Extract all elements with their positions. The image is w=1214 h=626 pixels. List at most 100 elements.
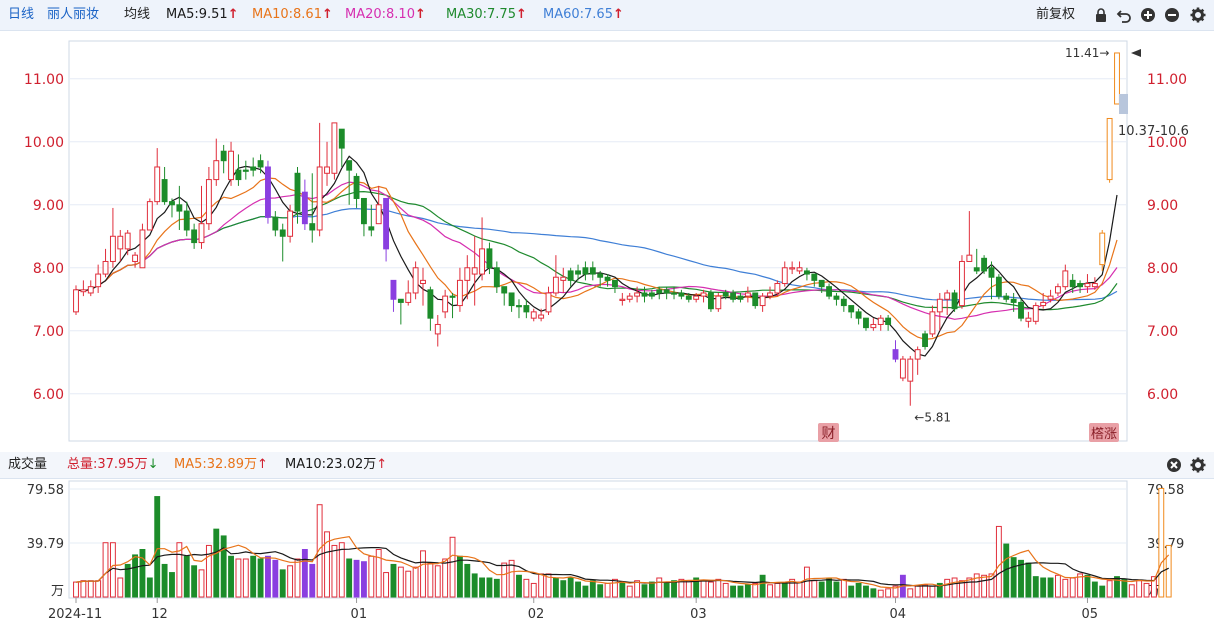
- volume-bar: [176, 542, 183, 598]
- adjust-mode[interactable]: 前复权: [1036, 7, 1076, 22]
- volume-bar: [833, 581, 840, 598]
- volume-bar: [1062, 578, 1069, 598]
- volume-bar: [1010, 557, 1017, 598]
- candle-body: [575, 270, 581, 275]
- candle-body: [604, 276, 611, 281]
- price-tick-label-left: 11.00: [24, 72, 64, 88]
- candle-body: [818, 279, 825, 288]
- candle-body: [331, 122, 338, 174]
- volume-bar: [346, 558, 353, 598]
- candle-body: [213, 160, 220, 181]
- ma-legend-item: MA10:8.61↑: [252, 0, 333, 30]
- candle-body: [855, 311, 862, 319]
- volume-bar: [1032, 576, 1039, 598]
- candle-body: [1114, 52, 1120, 105]
- volume-bar: [390, 563, 397, 598]
- volume-bar: [538, 573, 545, 598]
- zoom-out-icon[interactable]: [1164, 7, 1180, 23]
- candle-body: [132, 254, 139, 262]
- volume-bar: [287, 565, 294, 598]
- volume-bar: [265, 555, 271, 598]
- volume-bar: [597, 584, 604, 598]
- candle-body: [752, 292, 759, 307]
- volume-bar: [678, 578, 685, 598]
- candle-body: [641, 292, 648, 297]
- candle-body: [678, 292, 685, 297]
- volume-bar: [803, 566, 810, 598]
- candle-body: [523, 305, 530, 313]
- volume-bar: [272, 559, 279, 598]
- volume-bar: [420, 550, 426, 598]
- volume-bar: [228, 555, 234, 598]
- volume-bar: [744, 584, 751, 598]
- chart-toolbar: 日线 丽人丽妆 均线 MA5:9.51↑ MA10:8.61↑ MA20:8.10↑…: [0, 0, 1214, 31]
- volume-bar: [368, 555, 375, 598]
- candle-body: [774, 283, 781, 294]
- volume-bar: [560, 580, 567, 598]
- ma-legend-label: MA5:9.51: [166, 7, 228, 22]
- ma-title[interactable]: 均线: [124, 7, 151, 22]
- volume-bar: [132, 554, 139, 598]
- candle-body: [220, 150, 227, 162]
- volume-bar: [752, 582, 759, 598]
- candle-body: [597, 273, 604, 278]
- candle-body: [619, 298, 626, 301]
- volume-bar: [213, 528, 220, 598]
- candle-body: [324, 166, 330, 174]
- volume-bar: [1150, 576, 1157, 598]
- undo-icon[interactable]: [1116, 7, 1132, 23]
- candle-body: [1069, 279, 1076, 288]
- candle-body: [146, 201, 153, 231]
- volume-bar: [220, 535, 227, 598]
- volume-bar: [759, 574, 766, 598]
- volume-bar: [626, 585, 633, 598]
- volume-bar: [508, 559, 515, 598]
- candle-body: [693, 295, 700, 300]
- settings-icon[interactable]: [1190, 457, 1206, 473]
- candle-body: [228, 150, 234, 181]
- volume-bar: [124, 563, 131, 598]
- x-axis-label: 01: [351, 607, 368, 622]
- volume-bar: [693, 577, 700, 598]
- stock-name[interactable]: 丽人丽妆: [47, 7, 100, 22]
- candle-body: [1062, 270, 1069, 288]
- candle-body: [1054, 286, 1061, 294]
- candle-body: [648, 292, 655, 297]
- close-icon[interactable]: [1166, 457, 1182, 473]
- ma-legend-arrow: ↑: [612, 7, 624, 22]
- zoom-in-icon[interactable]: [1140, 7, 1156, 23]
- candle-body: [582, 267, 589, 275]
- volume-bar: [87, 580, 94, 598]
- volume-bar: [737, 585, 744, 598]
- candle-body: [530, 311, 537, 319]
- settings-icon[interactable]: [1190, 7, 1206, 23]
- volume-bar: [1047, 577, 1054, 598]
- volume-bar: [604, 582, 611, 598]
- candle-body: [353, 175, 360, 199]
- candle-body: [87, 286, 94, 294]
- volume-bar: [397, 566, 404, 598]
- volume-bar: [375, 549, 382, 598]
- ma-legend-arrow: ↑: [414, 7, 426, 22]
- candle-body: [914, 349, 921, 360]
- volume-bar: [870, 588, 877, 598]
- candle-body: [612, 279, 618, 288]
- candle-body: [442, 295, 449, 313]
- candle-body: [397, 298, 404, 303]
- lock-icon[interactable]: [1093, 7, 1109, 23]
- volume-bar: [582, 585, 589, 598]
- volume-bar: [1106, 580, 1113, 598]
- volume-bar: [523, 578, 530, 598]
- period-selector[interactable]: 日线: [8, 7, 35, 22]
- candle-body: [501, 286, 508, 294]
- volume-bar: [811, 580, 818, 598]
- candle-body: [885, 317, 892, 325]
- price-chart[interactable]: 11.00 10.00 9.00 8.00 7.00 6.00 11.00 10.00 9.0…: [0, 31, 1214, 451]
- candle-body: [80, 289, 87, 293]
- price-tick-label-left: 10.00: [24, 135, 64, 151]
- volume-bar: [656, 577, 663, 598]
- ma10-line: [75, 177, 1118, 340]
- candle-body: [383, 197, 390, 250]
- candle-body: [375, 204, 382, 225]
